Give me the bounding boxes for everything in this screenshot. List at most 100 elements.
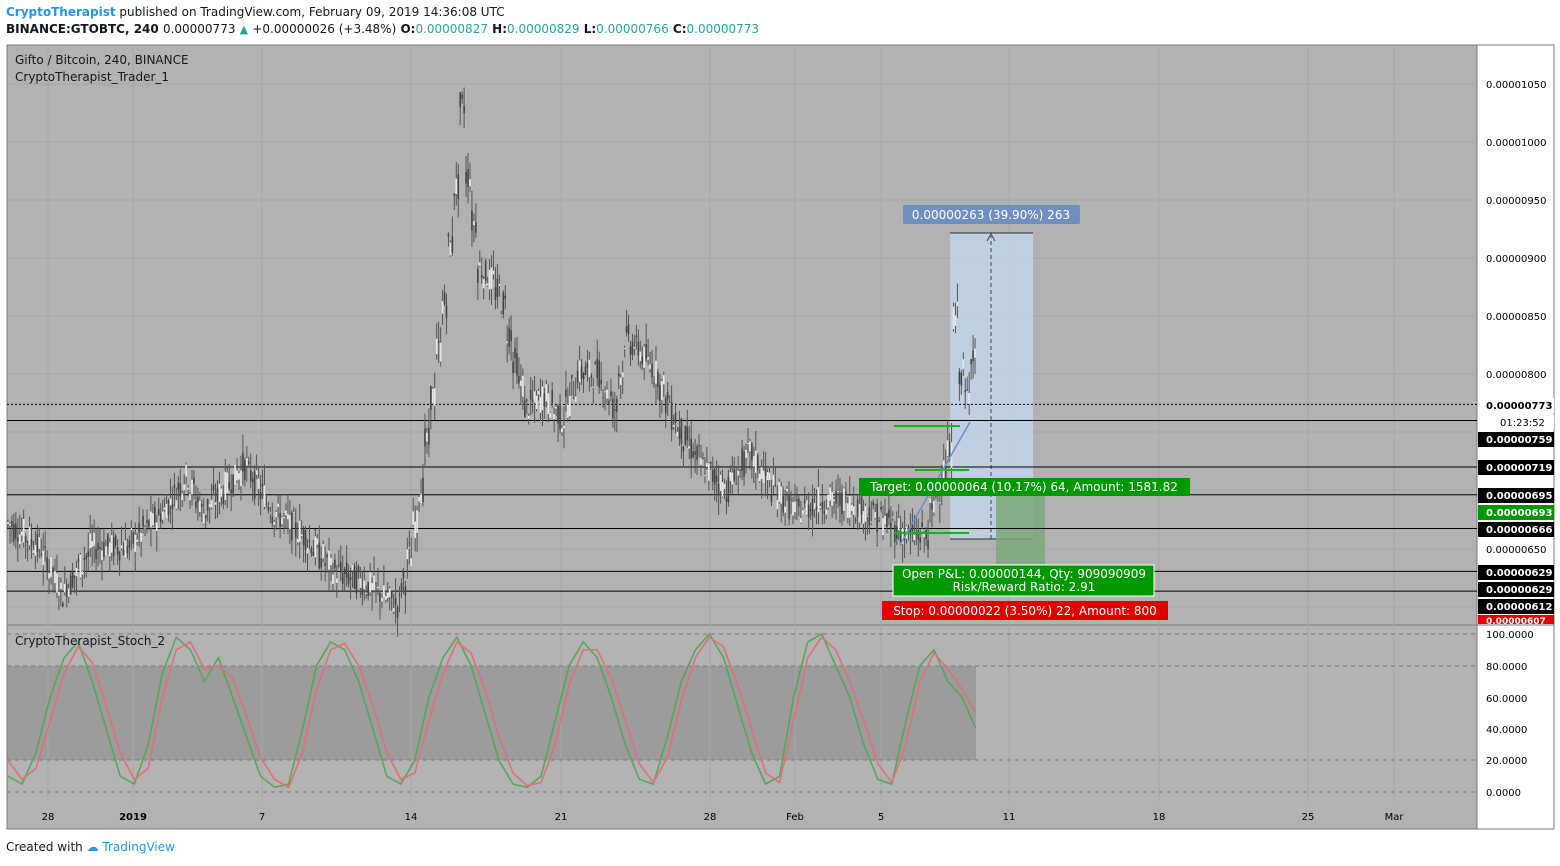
candle-body bbox=[754, 450, 757, 473]
open-pnl-box[interactable] bbox=[892, 564, 1155, 597]
candle-body bbox=[279, 512, 281, 528]
time-tick: Feb bbox=[786, 812, 804, 823]
candle-body bbox=[165, 503, 168, 518]
candle-body bbox=[966, 389, 969, 391]
candle-body bbox=[97, 542, 99, 551]
candle-body bbox=[692, 451, 694, 458]
candle-body bbox=[725, 497, 728, 502]
candle-body bbox=[856, 499, 859, 518]
candle-body bbox=[349, 577, 352, 580]
candle-body bbox=[255, 470, 258, 475]
last-price-tag: 0.00000773 bbox=[1486, 401, 1552, 412]
candle-body bbox=[383, 585, 385, 597]
candle-body bbox=[662, 375, 665, 385]
open-pnl-label: Open P&L: 0.00000144, Qty: 909090909 bbox=[902, 567, 1146, 581]
stoch-ticks: 100.0000 80.0000 60.0000 40.0000 20.0000… bbox=[1486, 630, 1534, 799]
candle-body bbox=[24, 536, 27, 543]
candle-body bbox=[841, 492, 843, 515]
candle-body bbox=[762, 470, 765, 484]
candle-body bbox=[437, 340, 440, 343]
candle-body bbox=[480, 275, 483, 278]
candle-body bbox=[664, 397, 667, 414]
candle-body bbox=[114, 535, 117, 546]
price-pane[interactable] bbox=[7, 45, 1477, 625]
candle-body bbox=[277, 503, 279, 507]
risk-reward-label: Risk/Reward Ratio: 2.91 bbox=[953, 580, 1096, 594]
candle-body bbox=[400, 582, 403, 590]
candle-body bbox=[864, 505, 867, 522]
candle-body bbox=[833, 499, 835, 502]
measure-label-box[interactable] bbox=[903, 205, 1080, 224]
stop-label-box[interactable] bbox=[882, 601, 1168, 620]
candle-body bbox=[390, 591, 393, 599]
level-tag: 0.00000629 bbox=[1486, 568, 1552, 579]
candle-body bbox=[952, 306, 955, 330]
candle-body bbox=[651, 363, 653, 378]
candle-body bbox=[520, 380, 522, 386]
candle-body bbox=[494, 287, 497, 300]
author-link[interactable]: CryptoTherapist bbox=[6, 5, 116, 19]
candle-body bbox=[827, 494, 830, 508]
candle-body bbox=[958, 371, 961, 385]
candle-body bbox=[739, 469, 741, 471]
candle-body bbox=[582, 373, 585, 379]
candle-body bbox=[819, 505, 822, 509]
candle-body bbox=[543, 393, 546, 407]
candle-body bbox=[862, 511, 865, 524]
tradingview-brand[interactable]: TradingView bbox=[102, 840, 175, 854]
candle-body bbox=[909, 529, 912, 534]
candle-body bbox=[721, 482, 724, 497]
level-tag: 0.00000695 bbox=[1486, 491, 1552, 502]
candle-body bbox=[42, 550, 45, 566]
candle-body bbox=[858, 503, 861, 523]
candle-body bbox=[132, 532, 135, 544]
candle-body bbox=[99, 546, 101, 549]
candle-body bbox=[837, 491, 839, 493]
candle-body bbox=[40, 553, 43, 555]
candle-body bbox=[753, 456, 755, 467]
candle-body bbox=[249, 470, 252, 482]
candle-body bbox=[504, 295, 507, 299]
candle-body bbox=[784, 506, 786, 513]
candle-body bbox=[267, 506, 270, 511]
candle-body bbox=[386, 592, 389, 598]
candle-body bbox=[428, 428, 430, 445]
candle-body bbox=[273, 522, 276, 525]
candle-body bbox=[972, 350, 974, 362]
candle-body bbox=[375, 583, 377, 585]
candle-body bbox=[676, 431, 679, 437]
symbol-line: BINANCE:GTOBTC, 240 0.00000773 ▲ +0.0000… bbox=[6, 22, 759, 36]
candle-body bbox=[768, 472, 771, 481]
candle-body bbox=[919, 537, 922, 543]
candle-body bbox=[373, 575, 375, 591]
time-axis[interactable] bbox=[7, 802, 1477, 829]
candle-body bbox=[275, 511, 277, 518]
candle-body bbox=[136, 539, 138, 542]
candle-body bbox=[20, 531, 23, 536]
candle-body bbox=[514, 347, 516, 358]
price-tick: 0.00001000 bbox=[1486, 138, 1546, 149]
candle-body bbox=[471, 210, 473, 231]
chart-title: Gifto / Bitcoin, 240, BINANCE bbox=[15, 53, 189, 67]
candle-body bbox=[146, 520, 148, 523]
price-tags: 0.00000773 01:23:52 0.00000759 0.0000071… bbox=[1478, 398, 1554, 627]
candle-body bbox=[786, 488, 788, 492]
target-label-box[interactable] bbox=[859, 478, 1190, 496]
candle-body bbox=[238, 473, 240, 480]
candle-body bbox=[367, 582, 369, 597]
candle-body bbox=[210, 499, 213, 508]
candle-body bbox=[760, 467, 763, 480]
candle-body bbox=[118, 551, 121, 561]
tradingview-logo-icon[interactable]: ☁ bbox=[86, 840, 99, 854]
candle-body bbox=[54, 571, 56, 584]
candle-body bbox=[490, 267, 493, 289]
candle-body bbox=[872, 501, 875, 506]
candle-body bbox=[594, 362, 597, 365]
candle-body bbox=[473, 221, 475, 225]
candle-body bbox=[616, 398, 618, 412]
candle-body bbox=[357, 566, 360, 573]
candle-body bbox=[11, 521, 13, 527]
candle-body bbox=[735, 483, 738, 485]
candle-body bbox=[103, 542, 105, 558]
